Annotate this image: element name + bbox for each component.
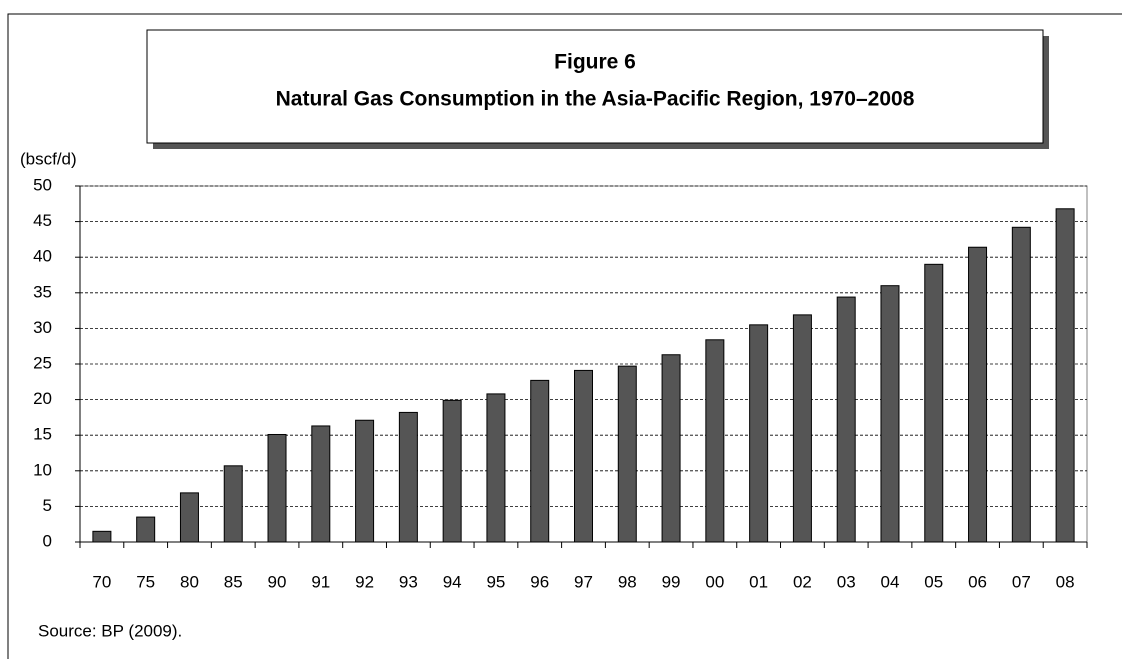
- bar: [924, 263, 944, 543]
- bar: [486, 393, 506, 543]
- bar: [661, 354, 681, 543]
- x-tick-label: 06: [968, 572, 987, 591]
- y-tick-label: 5: [43, 496, 52, 515]
- bar: [355, 419, 375, 543]
- bar: [398, 411, 418, 543]
- bar: [1055, 208, 1075, 543]
- x-tick-label: 96: [530, 572, 549, 591]
- x-tick-label: 04: [881, 572, 900, 591]
- title-box: [146, 29, 1044, 144]
- bar: [223, 465, 243, 543]
- x-tick-label: 00: [705, 572, 724, 591]
- bar: [792, 314, 812, 543]
- y-tick-label: 40: [33, 247, 52, 266]
- bar: [311, 425, 331, 543]
- bar: [705, 339, 725, 543]
- bar: [880, 285, 900, 543]
- bar: [442, 399, 462, 543]
- y-tick-label: 20: [33, 389, 52, 408]
- x-tick-label: 70: [92, 572, 111, 591]
- x-tick-label: 98: [618, 572, 637, 591]
- y-tick-label: 0: [43, 531, 52, 550]
- y-tick-label: 50: [33, 175, 52, 194]
- y-tick-label: 15: [33, 425, 52, 444]
- y-tick-label: 45: [33, 211, 52, 230]
- x-tick-label: 85: [224, 572, 243, 591]
- x-tick-label: 01: [749, 572, 768, 591]
- bar: [530, 379, 550, 543]
- x-tick-label: 99: [662, 572, 681, 591]
- x-tick-label: 75: [136, 572, 155, 591]
- bar: [617, 365, 637, 543]
- chart-subtitle: Natural Gas Consumption in the Asia-Paci…: [276, 88, 915, 111]
- x-tick-label: 92: [355, 572, 374, 591]
- bar: [179, 492, 199, 543]
- bar: [1011, 226, 1031, 543]
- bar: [267, 433, 287, 543]
- source-note: Source: BP (2009).: [38, 621, 182, 640]
- x-tick-label: 03: [837, 572, 856, 591]
- bar: [968, 246, 988, 543]
- x-tick-label: 02: [793, 572, 812, 591]
- x-tick-label: 91: [311, 572, 330, 591]
- y-tick-label: 35: [33, 282, 52, 301]
- x-tick-label: 07: [1012, 572, 1031, 591]
- chart-title: Figure 6: [554, 51, 636, 74]
- bar: [574, 369, 593, 543]
- y-tick-label: 30: [33, 318, 52, 337]
- x-tick-label: 08: [1056, 572, 1075, 591]
- x-tick-label: 05: [924, 572, 943, 591]
- bar: [92, 530, 112, 543]
- x-tick-label: 90: [268, 572, 287, 591]
- y-tick-label: 10: [33, 460, 52, 479]
- bar: [136, 516, 156, 543]
- bar: [836, 296, 856, 543]
- x-tick-label: 94: [443, 572, 462, 591]
- x-tick-label: 93: [399, 572, 418, 591]
- y-axis-label: (bscf/d): [20, 149, 77, 168]
- y-tick-label: 25: [33, 353, 52, 372]
- x-tick-label: 97: [574, 572, 593, 591]
- x-tick-label: 95: [486, 572, 505, 591]
- x-tick-label: 80: [180, 572, 199, 591]
- bar: [749, 324, 769, 543]
